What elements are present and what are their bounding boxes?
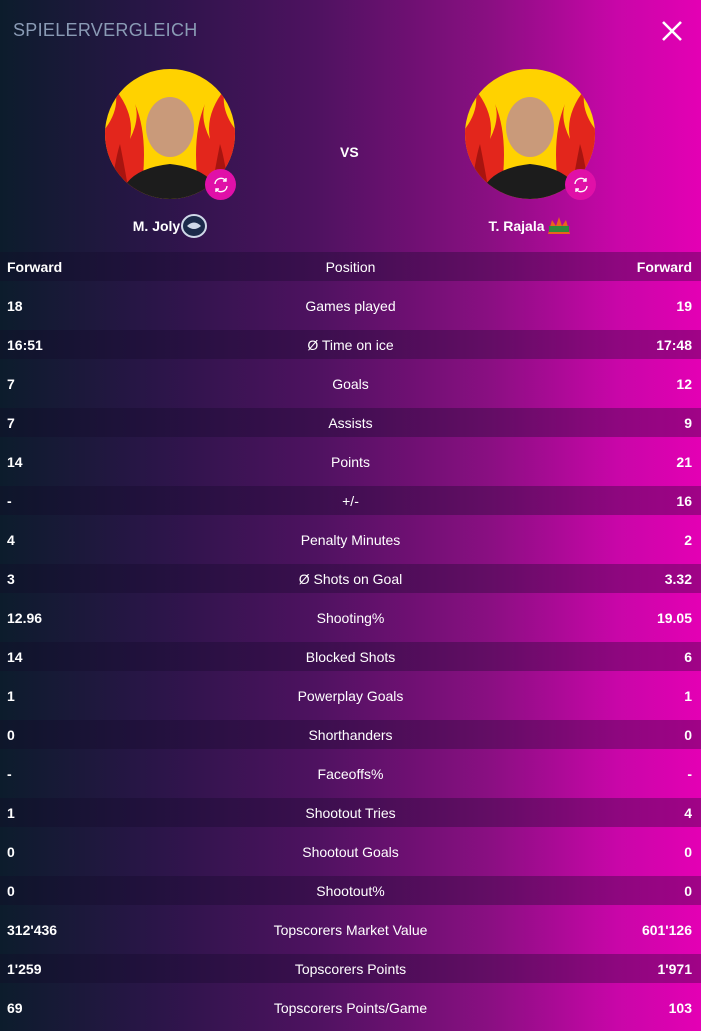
left-value: 7 (7, 375, 15, 392)
right-value: 21 (676, 453, 692, 470)
close-icon[interactable] (660, 19, 684, 43)
right-value: 19.05 (656, 609, 692, 626)
left-value: 7 (7, 414, 15, 431)
left-value: - (7, 492, 12, 509)
table-row: 312'436 Topscorers Market Value 601'126 (0, 910, 701, 949)
vs-label: VS (340, 144, 359, 160)
table-row: 1 Shootout Tries 4 (0, 793, 701, 832)
left-value: 16:51 (7, 336, 43, 353)
table-row: 16:51 Ø Time on ice 17:48 (0, 325, 701, 364)
stat-label: Goals (332, 375, 369, 392)
table-row: 12.96 Shooting% 19.05 (0, 598, 701, 637)
right-value: 103 (668, 999, 692, 1016)
stat-label: +/- (342, 492, 359, 509)
left-value: 1 (7, 804, 15, 821)
table-row: 14 Blocked Shots 6 (0, 637, 701, 676)
table-row: - Faceoffs% - (0, 754, 701, 793)
player-name: M. Joly (132, 218, 181, 234)
right-value: 9 (684, 414, 692, 431)
swap-icon (213, 177, 228, 192)
stat-label: Powerplay Goals (297, 687, 404, 704)
table-row: 0 Shootout% 0 (0, 871, 701, 910)
left-value: 14 (7, 453, 23, 470)
stat-label: Shootout Tries (305, 804, 396, 821)
right-value: 3.32 (664, 570, 692, 587)
right-value: 12 (676, 375, 692, 392)
stat-label: Shootout Goals (302, 843, 399, 860)
table-row: - +/- 16 (0, 481, 701, 520)
table-row: 4 Penalty Minutes 2 (0, 520, 701, 559)
left-value: 3 (7, 570, 15, 587)
left-value: 312'436 (7, 921, 58, 938)
left-value: 0 (7, 882, 15, 899)
right-value: Forward (636, 258, 692, 275)
left-value: 12.96 (7, 609, 43, 626)
team-logo-icon (181, 214, 208, 238)
stat-label: Games played (305, 297, 396, 314)
table-row: 18 Games played 19 (0, 286, 701, 325)
stat-label: Penalty Minutes (300, 531, 401, 548)
stat-label: Topscorers Points/Game (273, 999, 428, 1016)
table-row: 0 Shootout Goals 0 (0, 832, 701, 871)
right-value: - (687, 765, 692, 782)
player-right: T. Rajala (465, 69, 596, 239)
left-value: - (7, 765, 12, 782)
stat-label: Faceoffs% (317, 765, 384, 782)
left-value: 14 (7, 648, 23, 665)
stat-label: Shootout% (316, 882, 385, 899)
right-value: 17:48 (656, 336, 692, 353)
right-value: 0 (684, 882, 692, 899)
right-value: 1 (684, 687, 692, 704)
right-value: 2 (684, 531, 692, 548)
stat-label: Shooting% (316, 609, 385, 626)
table-row: 0 Shorthanders 0 (0, 715, 701, 754)
stat-label: Blocked Shots (305, 648, 396, 665)
left-value: Forward (7, 258, 63, 275)
swap-player-button[interactable] (565, 169, 596, 200)
right-value: 0 (684, 726, 692, 743)
stat-label: Ø Shots on Goal (298, 570, 403, 587)
page-title: SPIELERVERGLEICH (13, 20, 198, 40)
stat-label: Position (325, 258, 376, 275)
stat-label: Shorthanders (308, 726, 393, 743)
comparison-table: Forward Position Forward 18 Games played 19 16… (0, 247, 701, 1027)
left-value: 0 (7, 843, 15, 860)
left-value: 18 (7, 297, 23, 314)
stat-label: Points (331, 453, 370, 470)
right-value: 4 (684, 804, 692, 821)
player-left: M. Joly (105, 69, 236, 239)
table-row: 7 Goals 12 (0, 364, 701, 403)
stat-label: Topscorers Market Value (273, 921, 428, 938)
table-row: 1 Powerplay Goals 1 (0, 676, 701, 715)
right-value: 1'971 (657, 960, 692, 977)
left-value: 1'259 (7, 960, 42, 977)
stat-label: Assists (328, 414, 373, 431)
right-value: 601'126 (641, 921, 692, 938)
left-value: 0 (7, 726, 15, 743)
table-row: 7 Assists 9 (0, 403, 701, 442)
right-value: 6 (684, 648, 692, 665)
table-row: 3 Ø Shots on Goal 3.32 (0, 559, 701, 598)
swap-player-button[interactable] (205, 169, 236, 200)
stat-label: Topscorers Points (294, 960, 407, 977)
right-value: 19 (676, 297, 692, 314)
right-value: 0 (684, 843, 692, 860)
swap-icon (573, 177, 588, 192)
table-row: 1'259 Topscorers Points 1'971 (0, 949, 701, 988)
team-logo-icon (547, 217, 570, 234)
left-value: 69 (7, 999, 23, 1016)
left-value: 1 (7, 687, 15, 704)
right-value: 16 (676, 492, 692, 509)
table-row: Forward Position Forward (0, 247, 701, 286)
table-row: 14 Points 21 (0, 442, 701, 481)
left-value: 4 (7, 531, 15, 548)
player-name: T. Rajala (488, 218, 545, 234)
stat-label: Ø Time on ice (307, 336, 394, 353)
table-row: 69 Topscorers Points/Game 103 (0, 988, 701, 1027)
